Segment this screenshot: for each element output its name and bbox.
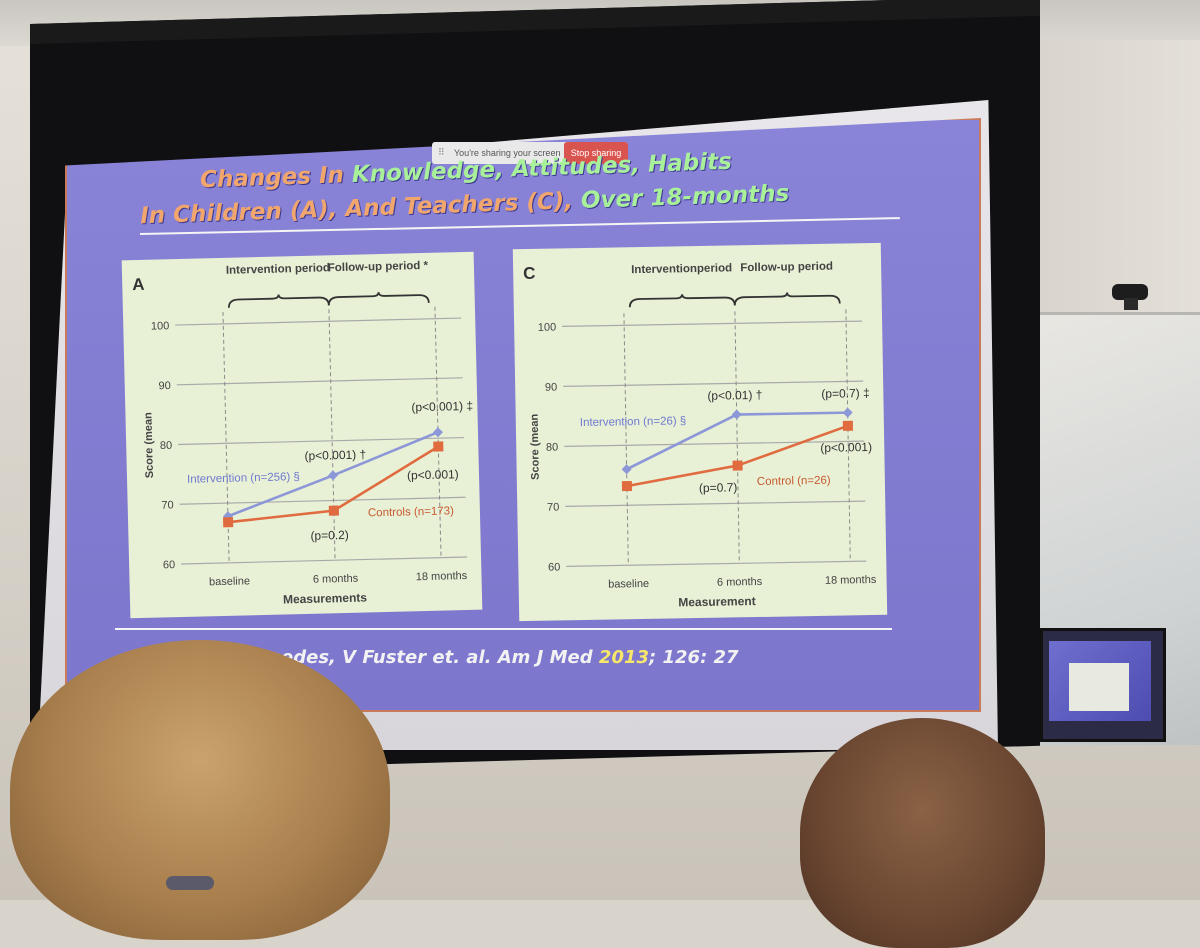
x-axis-label: Measurement — [678, 594, 756, 609]
p-value-annotation: (p=0.7) ‡ — [821, 386, 870, 401]
y-tick-label: 70 — [547, 501, 559, 513]
gridline — [563, 380, 864, 387]
period-label: Intervention period — [226, 262, 330, 277]
p-value-annotation: (p<0.001) † — [304, 447, 366, 463]
period-label: Follow-up period * — [328, 260, 429, 274]
p-value-annotation: (p<0.001) — [407, 467, 459, 482]
gridline — [565, 500, 866, 507]
category-guide — [734, 311, 740, 564]
data-point-control — [328, 505, 339, 516]
y-tick-label: 100 — [538, 321, 557, 333]
gridline — [181, 556, 468, 565]
chart-panel-c: C 60 70 80 90 100 baseline 6 months 18 months Mea… — [512, 242, 888, 622]
citation-authors: Céspedes, V Fuster et. al. Am J Med — [232, 647, 599, 668]
p-value-annotation: (p=0.7) — [699, 480, 738, 495]
y-tick-label: 90 — [545, 381, 557, 393]
stop-sharing-button[interactable]: Stop sharing — [564, 142, 628, 164]
data-point-control — [842, 420, 854, 431]
category-guide — [328, 309, 336, 561]
chart-a-svg: A 60 70 80 90 100 baseline 6 months 18 months Mea… — [132, 260, 473, 607]
chart-c-svg: C 60 70 80 90 100 baseline 6 months 18 months Mea… — [523, 261, 877, 610]
p-value-annotation: (p<0.001) ‡ — [411, 399, 473, 415]
screen-share-bar: ⠿ You're sharing your screen Stop sharin… — [432, 142, 628, 164]
confidence-monitor — [1040, 628, 1166, 742]
y-axis-label: Score (mean — [529, 413, 542, 480]
period-brace — [327, 291, 430, 306]
share-status-text: You're sharing your screen — [454, 148, 561, 158]
gridline — [564, 440, 865, 447]
y-tick-label: 80 — [160, 440, 173, 452]
series-label: Intervention (n=256) § — [187, 471, 300, 486]
monitor-screen — [1049, 641, 1151, 721]
footer-divider — [115, 628, 892, 630]
x-tick-label: baseline — [209, 575, 250, 588]
webcam — [1112, 284, 1148, 300]
period-label: Follow-up period — [740, 261, 833, 275]
x-tick-label: 6 months — [313, 573, 359, 586]
audience-head-right — [800, 718, 1045, 948]
gridline — [176, 377, 463, 386]
gridline — [178, 436, 465, 446]
data-point-intervention — [327, 470, 338, 481]
citation-volume: ; 126: 27 — [649, 647, 739, 668]
series-label: Control (n=26) — [757, 475, 831, 488]
gridline — [566, 560, 867, 567]
series-label: Controls (n=173) — [368, 505, 454, 519]
citation: Céspedes, V Fuster et. al. Am J Med 2013… — [232, 647, 739, 668]
series-label: Intervention (n=26) § — [580, 415, 687, 429]
period-brace — [628, 294, 736, 308]
y-tick-label: 60 — [163, 559, 176, 571]
panel-label: A — [132, 275, 145, 294]
chart-panel-a: A 60 70 80 90 100 baseline 6 months 18 months Mea… — [121, 251, 483, 619]
p-value-annotation: (p<0.01) † — [707, 388, 762, 403]
drag-handle-icon[interactable]: ⠿ — [438, 147, 445, 157]
y-tick-label: 60 — [548, 561, 560, 573]
data-point-control — [433, 441, 444, 452]
period-label: Interventionperiod — [631, 262, 732, 276]
y-tick-label: 70 — [161, 499, 174, 511]
monitor-chart-thumbnail — [1069, 663, 1129, 711]
gridline — [175, 317, 462, 326]
y-axis-label: Score (mean — [142, 412, 156, 479]
x-tick-label: 18 months — [825, 574, 877, 587]
p-value-annotation: (p<0.001) — [820, 440, 872, 455]
data-point-control — [732, 460, 743, 471]
gridline — [562, 320, 863, 327]
hair-tie — [166, 876, 214, 890]
data-point-intervention — [842, 407, 853, 418]
gridline — [179, 496, 466, 505]
data-point-intervention — [432, 427, 443, 438]
citation-year: 2013 — [598, 647, 650, 668]
audience-head-left — [10, 640, 390, 940]
data-point-intervention — [731, 409, 742, 420]
y-tick-label: 80 — [546, 441, 558, 453]
webcam-stand — [1124, 298, 1138, 310]
x-tick-label: 6 months — [717, 576, 763, 589]
category-guide — [623, 313, 629, 566]
data-point-control — [621, 480, 633, 492]
category-guide — [845, 309, 851, 562]
data-point-control — [222, 517, 234, 528]
period-brace — [733, 292, 841, 306]
p-value-annotation: (p=0.2) — [310, 528, 349, 543]
panel-label: C — [523, 264, 536, 283]
title-segment: Changes In — [199, 161, 353, 194]
x-tick-label: baseline — [608, 578, 649, 591]
data-point-intervention — [621, 464, 632, 475]
y-tick-label: 90 — [158, 380, 171, 392]
y-tick-label: 100 — [151, 320, 170, 332]
x-tick-label: 18 months — [416, 570, 468, 583]
x-axis-label: Measurements — [283, 590, 368, 606]
period-brace — [227, 294, 330, 308]
